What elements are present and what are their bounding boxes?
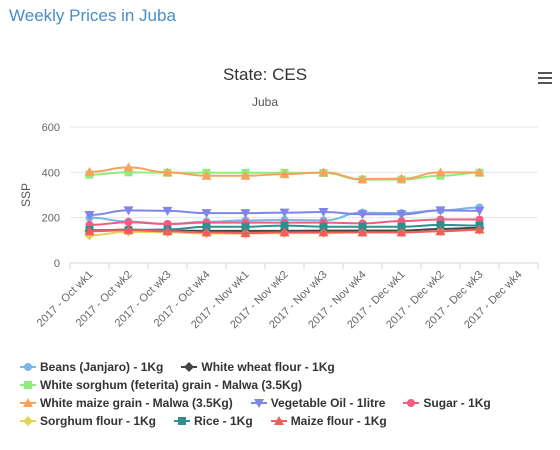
data-point[interactable] — [201, 227, 212, 237]
legend-label: White wheat flour - 1Kg — [201, 360, 335, 374]
data-point[interactable] — [202, 222, 211, 231]
data-point[interactable] — [435, 206, 446, 216]
series-4 — [84, 206, 485, 220]
data-point[interactable] — [435, 167, 446, 177]
legend-marker[interactable] — [24, 381, 32, 389]
data-point[interactable] — [123, 206, 134, 216]
data-point[interactable] — [201, 209, 212, 219]
y-tick-label: 0 — [54, 258, 60, 270]
data-point[interactable] — [162, 226, 173, 236]
y-tick-label: 400 — [42, 167, 60, 179]
legend-marker[interactable] — [23, 416, 33, 426]
legend-label: Beans (Janjaro) - 1Kg — [40, 360, 164, 374]
legend-item[interactable]: Rice - 1Kg — [174, 414, 253, 428]
chart-title: State: CES — [223, 65, 307, 84]
data-point[interactable] — [357, 227, 368, 237]
legend-marker[interactable] — [273, 416, 284, 425]
legend-symbol — [20, 416, 36, 426]
y-tick-label: 600 — [42, 122, 60, 134]
legend-symbol — [20, 363, 36, 371]
legend-label: White maize grain - Malwa (3.5Kg) — [40, 396, 233, 410]
legend-item[interactable]: Maize flour - 1Kg — [270, 414, 387, 428]
data-point[interactable] — [474, 224, 485, 234]
data-point[interactable] — [357, 210, 368, 220]
legend-marker[interactable] — [253, 399, 264, 408]
legend-row: Sorghum flour - 1Kg Rice - 1Kg Maize flour… — [20, 412, 550, 430]
data-point[interactable] — [240, 170, 251, 180]
legend-marker[interactable] — [184, 362, 195, 372]
data-point[interactable] — [396, 173, 407, 183]
data-point[interactable] — [474, 167, 485, 177]
data-point[interactable] — [279, 208, 290, 218]
legend-marker[interactable] — [23, 398, 33, 407]
series-3 — [84, 162, 485, 184]
legend-item[interactable]: White sorghum (feterita) grain - Malwa (… — [20, 378, 302, 392]
data-point[interactable] — [357, 174, 368, 184]
chart-subtitle: Juba — [252, 95, 278, 109]
data-point[interactable] — [240, 209, 251, 219]
legend-symbol — [181, 362, 198, 372]
legend-label: Vegetable Oil - 1litre — [270, 396, 386, 410]
data-point[interactable] — [474, 206, 485, 216]
chart-legend: Beans (Janjaro) - 1Kg White wheat flour -… — [20, 358, 550, 430]
data-point[interactable] — [84, 226, 95, 236]
data-point[interactable] — [396, 210, 407, 220]
data-point[interactable] — [84, 210, 95, 220]
data-point[interactable] — [123, 162, 134, 172]
hamburger-menu-icon[interactable] — [538, 72, 552, 84]
legend-label: Sugar - 1Kg — [423, 396, 491, 410]
data-point[interactable] — [240, 228, 251, 238]
data-point[interactable] — [124, 218, 133, 227]
data-point[interactable] — [436, 220, 445, 229]
legend-marker[interactable] — [24, 363, 32, 371]
legend-marker[interactable] — [407, 399, 416, 407]
legend-item[interactable]: Sorghum flour - 1Kg — [20, 414, 156, 428]
data-point[interactable] — [124, 168, 133, 177]
data-point[interactable] — [241, 222, 250, 231]
legend-item[interactable]: White maize grain - Malwa (3.5Kg) — [20, 396, 233, 410]
data-point[interactable] — [318, 167, 329, 177]
legend-marker[interactable] — [178, 417, 186, 425]
legend-row: White sorghum (feterita) grain - Malwa (… — [20, 376, 550, 394]
data-point[interactable] — [358, 222, 367, 231]
legend-row: White maize grain - Malwa (3.5Kg) Vegetab… — [20, 394, 550, 412]
y-tick-label: 200 — [42, 213, 60, 225]
legend-item[interactable]: White wheat flour - 1Kg — [181, 360, 335, 374]
legend-item[interactable]: Beans (Janjaro) - 1Kg — [20, 360, 163, 374]
data-point[interactable] — [318, 227, 329, 237]
data-point[interactable] — [396, 227, 407, 237]
legend-symbol — [250, 399, 267, 408]
data-point[interactable] — [162, 206, 173, 216]
legend-symbol — [20, 398, 36, 407]
data-point[interactable] — [435, 226, 446, 236]
legend-symbol — [403, 399, 420, 407]
legend-row: Beans (Janjaro) - 1Kg White wheat flour -… — [20, 358, 550, 376]
legend-item[interactable]: Sugar - 1Kg — [403, 396, 491, 410]
legend-label: Sorghum flour - 1Kg — [40, 414, 156, 428]
legend-label: Maize flour - 1Kg — [290, 414, 387, 428]
legend-symbol — [270, 416, 287, 425]
data-point[interactable] — [475, 215, 484, 224]
data-point[interactable] — [279, 169, 290, 179]
data-point[interactable] — [201, 170, 212, 180]
y-axis-title: SSP — [19, 183, 33, 207]
legend-symbol — [174, 417, 190, 425]
legend-label: Rice - 1Kg — [194, 414, 253, 428]
data-point[interactable] — [318, 208, 329, 217]
data-point[interactable] — [319, 222, 328, 231]
data-point[interactable] — [123, 225, 134, 235]
data-point[interactable] — [397, 222, 406, 231]
data-point[interactable] — [84, 166, 95, 176]
data-point[interactable] — [280, 221, 289, 230]
data-point[interactable] — [279, 227, 290, 237]
legend-item[interactable]: Vegetable Oil - 1litre — [250, 396, 386, 410]
series-8 — [84, 224, 485, 238]
legend-label: White sorghum (feterita) grain - Malwa (… — [40, 378, 303, 392]
page-title: Weekly Prices in Juba — [9, 6, 176, 25]
data-point[interactable] — [162, 167, 173, 177]
legend-symbol — [20, 381, 36, 389]
